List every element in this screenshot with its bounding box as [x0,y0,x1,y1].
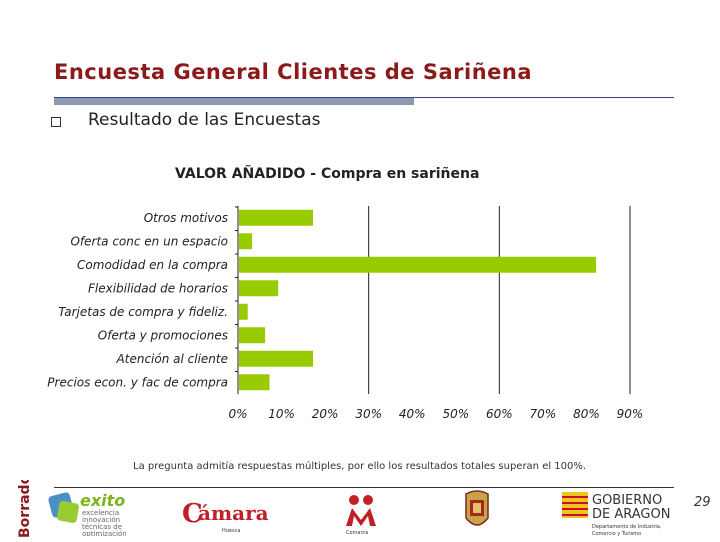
title-accent-bar [54,97,414,105]
x-tick-label: 0% [228,407,247,421]
bar [239,350,314,367]
svg-text:Huesca: Huesca [222,528,240,534]
exito-logo: exito excelencia innovación técnicas de … [48,488,158,538]
category-label: Tarjetas de compra y fideliz. [58,305,228,319]
x-tick-label: 80% [573,407,600,421]
coat-of-arms-logo [460,488,494,538]
x-tick-label: 60% [486,407,513,421]
category-label: Oferta conc en un espacio [70,234,228,248]
bar [239,374,270,391]
category-label: Otros motivos [144,211,228,225]
bar [239,280,279,297]
footer-rule [54,487,674,488]
svg-text:técnicas de: técnicas de [82,523,122,531]
x-tick-label: 20% [312,407,339,421]
svg-text:GOBIERNO: GOBIERNO [592,493,662,508]
svg-text:Comercio y Turismo: Comercio y Turismo [592,531,641,537]
svg-text:innovación: innovación [82,516,120,524]
category-label: Precios econ. y fac de compra [47,375,228,389]
svg-text:DE ARAGON: DE ARAGON [592,507,670,522]
svg-text:excelencia: excelencia [82,509,119,517]
camara-logo: C ámara Huesca [182,496,282,536]
x-tick-label: 90% [617,407,644,421]
category-label: Comodidad en la compra [77,258,228,272]
footnote: La pregunta admitía respuestas múltiples… [133,461,587,472]
gobierno-aragon-logo: GOBIERNO DE ARAGON Departamento de Indus… [560,488,680,538]
category-label: Oferta y promociones [98,328,228,342]
bullet-text: Resultado de las Encuestas [88,110,321,130]
category-label: Flexibilidad de horarios [88,281,228,295]
title-rule [54,97,674,98]
slide-title: Encuesta General Clientes de Sariñena [54,60,533,84]
category-label: Atención al cliente [116,352,228,366]
svg-text:Departamento de Industria,: Departamento de Industria, [592,524,662,530]
x-tick-label: 70% [530,407,557,421]
comarca-logo: Comarca [342,492,382,538]
svg-text:Comarca: Comarca [346,530,368,536]
borrador-stamp: Borrador [17,480,33,538]
page-number: 29 [694,495,711,510]
svg-text:ámara: ámara [198,501,269,525]
svg-text:exito: exito [80,491,125,510]
bar [239,256,597,273]
x-tick-label: 40% [399,407,426,421]
svg-text:Borrador: Borrador [17,480,33,538]
svg-text:C: C [182,499,203,529]
bullet-square-icon [51,117,61,127]
bar [239,209,314,226]
x-tick-label: 10% [268,407,295,421]
x-tick-label: 50% [442,407,469,421]
bar [239,233,253,250]
chart-title: VALOR AÑADIDO - Compra en sariñena [175,166,480,182]
bar [239,327,266,344]
x-tick-label: 30% [355,407,382,421]
bar [239,303,248,320]
svg-text:optimización: optimización [82,530,127,536]
